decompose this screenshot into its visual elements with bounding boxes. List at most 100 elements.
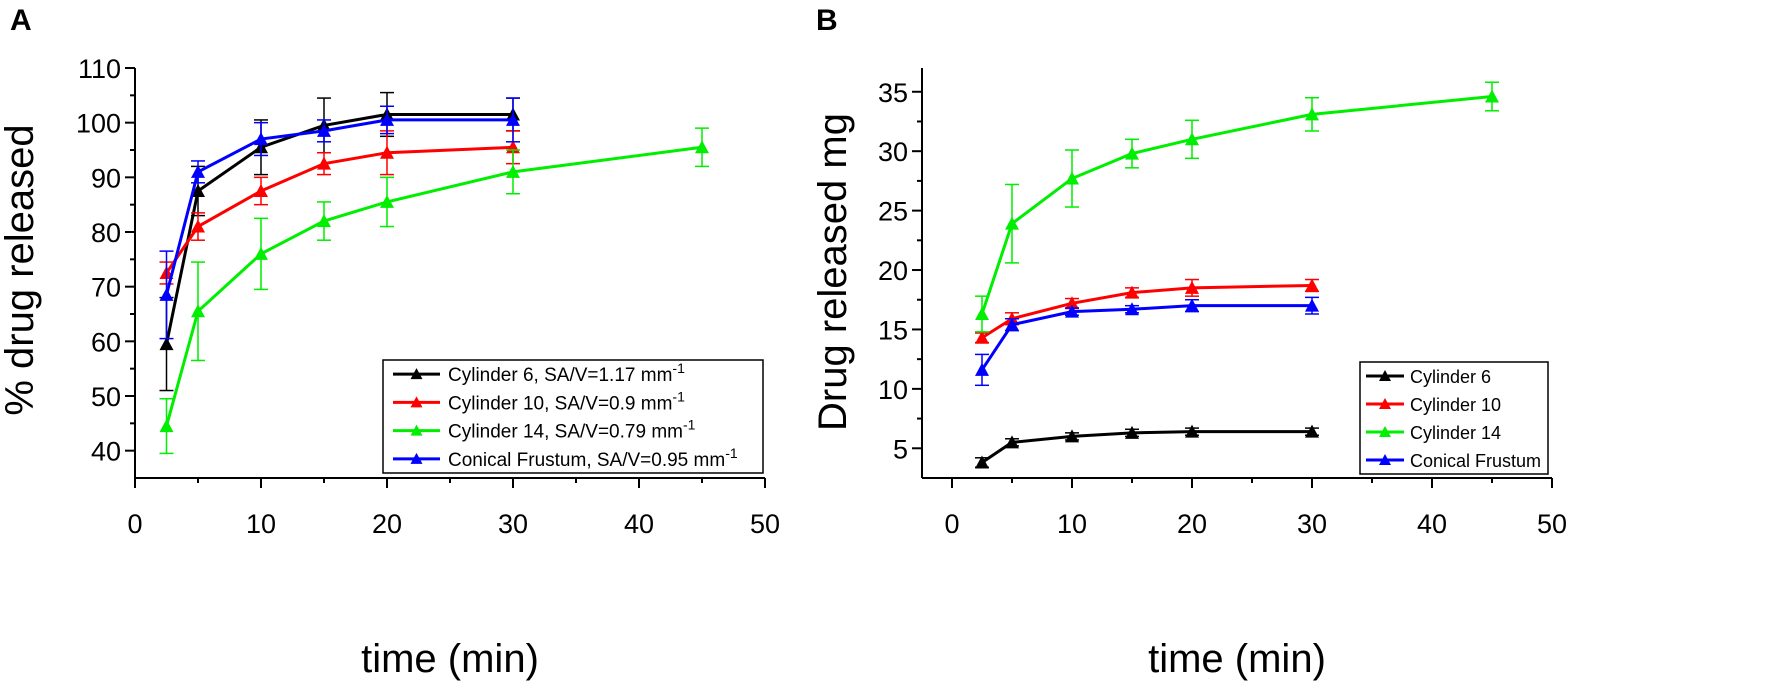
data-point [1305, 424, 1319, 438]
data-point [1305, 107, 1319, 121]
y-tick-label: 110 [78, 54, 121, 84]
y-tick-label: 5 [893, 434, 908, 464]
data-point [1185, 424, 1199, 438]
legend-label-text: Cylinder 14, SA/V=0.79 mm [448, 422, 683, 443]
data-point [1065, 171, 1079, 185]
legend-label-text: Conical Frustum, SA/V=0.95 mm [448, 450, 725, 471]
y-axis-title: % drug released [0, 124, 42, 415]
data-point [1125, 285, 1139, 299]
data-point [1185, 298, 1199, 312]
data-point [317, 214, 331, 228]
x-tick-label: 50 [750, 509, 780, 539]
legend-label-text: Cylinder 10, SA/V=0.9 mm [448, 393, 672, 414]
data-point [975, 307, 989, 320]
data-point [1005, 317, 1019, 331]
x-tick-label: 0 [944, 509, 959, 539]
y-axis-title: Drug released mg [811, 113, 855, 431]
data-point [1305, 278, 1319, 292]
legend-label-text: Cylinder 14 [1410, 423, 1501, 443]
data-point [159, 287, 174, 301]
series-line [980, 304, 1312, 371]
series-3 [975, 296, 1319, 387]
series-0 [975, 424, 1319, 469]
series-line [981, 430, 1312, 464]
x-tick-label: 20 [1177, 509, 1207, 539]
series-0 [159, 91, 520, 392]
legend-marker [1379, 398, 1391, 409]
legend-label-text: Cylinder 10 [1410, 395, 1501, 415]
series-line [981, 283, 1313, 340]
data-point [1005, 216, 1019, 230]
data-point [1065, 296, 1079, 310]
y-tick-label: 80 [91, 218, 121, 248]
data-point [975, 330, 989, 344]
series-2 [159, 127, 709, 455]
legend-marker [410, 396, 423, 408]
panel-b-letter: B [816, 4, 838, 37]
x-tick-label: 10 [246, 509, 276, 539]
x-tick-label: 20 [372, 509, 402, 539]
data-point [191, 304, 205, 318]
legend-marker [410, 424, 423, 436]
series-line [980, 95, 1493, 315]
data-point [254, 184, 268, 197]
x-tick-label: 30 [498, 509, 528, 539]
legend-label-text: Conical Frustum [1410, 451, 1541, 471]
legend-label: Cylinder 14, SA/V=0.79 mm-1 [448, 417, 696, 443]
legend-marker [1379, 454, 1391, 465]
legend-label: Conical Frustum, SA/V=0.95 mm-1 [448, 445, 738, 471]
series-1 [159, 130, 520, 285]
series-line [165, 118, 513, 296]
x-tick-label: 10 [1057, 509, 1087, 539]
data-point [1485, 89, 1499, 103]
y-tick-label: 20 [878, 256, 908, 286]
legend-label: Conical Frustum [1410, 451, 1541, 471]
data-point [975, 362, 989, 376]
data-point [380, 194, 394, 208]
data-point [159, 419, 174, 433]
y-tick-label: 15 [878, 315, 908, 345]
series-2 [975, 81, 1499, 333]
legend-label-text: Cylinder 6 [1410, 367, 1491, 387]
data-point [159, 337, 174, 351]
data-point [1125, 146, 1139, 160]
legend-label: Cylinder 6 [1410, 367, 1491, 387]
legend-label: Cylinder 10, SA/V=0.9 mm-1 [448, 388, 685, 414]
series-line [165, 145, 514, 274]
y-tick-label: 40 [91, 437, 121, 467]
x-tick-label: 0 [127, 509, 142, 539]
data-point [317, 123, 331, 137]
legend: Cylinder 6 Cylinder 10 Cylinder 14 Conical … [1359, 361, 1549, 475]
x-tick-label: 40 [624, 509, 654, 539]
data-point [191, 164, 205, 178]
y-tick-label: 60 [91, 327, 121, 357]
legend-label-superscript: -1 [683, 417, 696, 433]
chart-panel-a: 0 10 20 30 40 50 40 50 60 70 80 90 100 110 time (min)%… [0, 54, 780, 681]
series-3 [159, 97, 520, 340]
data-point [191, 219, 205, 233]
legend-label: Cylinder 10 [1410, 395, 1501, 415]
data-point [317, 156, 331, 170]
data-point [191, 184, 205, 197]
y-tick-label: 10 [878, 375, 908, 405]
data-point [1305, 298, 1319, 312]
x-tick-label: 30 [1297, 509, 1327, 539]
legend-marker [410, 452, 423, 464]
y-tick-label: 35 [878, 78, 908, 108]
data-point [1065, 429, 1079, 443]
legend-marker [410, 368, 423, 380]
data-point [254, 246, 268, 260]
x-axis-title: time (min) [361, 637, 539, 681]
legend-label-superscript: -1 [725, 445, 738, 461]
legend-marker [1379, 370, 1391, 381]
legend-label-superscript: -1 [672, 388, 685, 404]
data-point [1125, 425, 1139, 439]
legend-label: Cylinder 14 [1410, 423, 1501, 443]
y-tick-label: 70 [91, 273, 121, 303]
data-point [1005, 435, 1019, 449]
data-point [1125, 302, 1139, 316]
panel-a-letter: A [10, 4, 32, 37]
data-point [695, 140, 709, 154]
